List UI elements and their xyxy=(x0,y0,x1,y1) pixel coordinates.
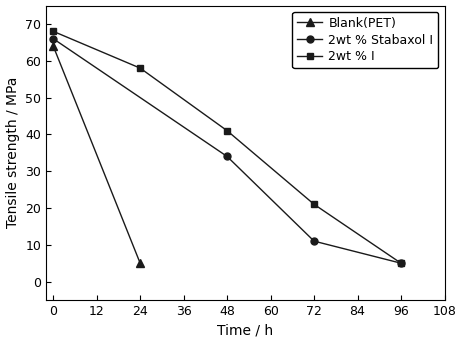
Line: 2wt % Stabaxol I: 2wt % Stabaxol I xyxy=(50,35,405,267)
2wt % I xyxy=(137,66,143,70)
Blank(PET) xyxy=(50,44,56,48)
Blank(PET) xyxy=(137,261,143,265)
Y-axis label: Tensile strength / MPa: Tensile strength / MPa xyxy=(6,77,19,228)
Line: 2wt % I: 2wt % I xyxy=(50,28,405,267)
2wt % Stabaxol I xyxy=(311,239,317,243)
Line: Blank(PET): Blank(PET) xyxy=(49,42,144,268)
Legend: Blank(PET), 2wt % Stabaxol I, 2wt % I: Blank(PET), 2wt % Stabaxol I, 2wt % I xyxy=(292,12,438,68)
2wt % Stabaxol I xyxy=(225,154,230,158)
2wt % I xyxy=(311,202,317,206)
2wt % Stabaxol I xyxy=(398,261,404,265)
2wt % I xyxy=(398,261,404,265)
2wt % I xyxy=(50,29,56,33)
2wt % Stabaxol I xyxy=(50,37,56,41)
X-axis label: Time / h: Time / h xyxy=(217,323,274,338)
2wt % I xyxy=(225,129,230,133)
